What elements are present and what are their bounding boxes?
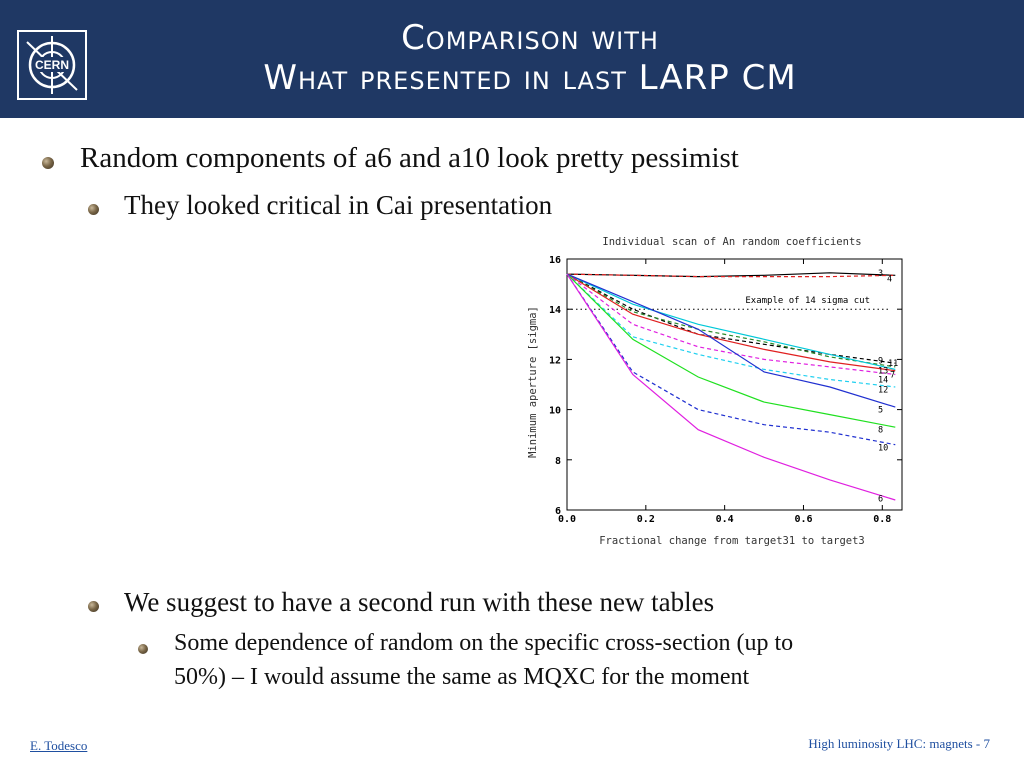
y-tick-label: 12 bbox=[549, 355, 561, 366]
slide-header: CERN Comparison with What presented in l… bbox=[0, 0, 1024, 118]
series-line-6 bbox=[566, 273, 896, 501]
aperture-chart: Individual scan of An random coefficient… bbox=[527, 236, 903, 547]
y-tick-label: 10 bbox=[549, 406, 561, 417]
cern-logo-text: CERN bbox=[35, 58, 69, 72]
series-line-11 bbox=[566, 273, 896, 368]
y-tick-label: 16 bbox=[549, 255, 561, 266]
series-label: 4 bbox=[887, 275, 892, 285]
chart-title: Individual scan of An random coefficient… bbox=[602, 236, 861, 248]
slide-title: Comparison with What presented in last L… bbox=[110, 18, 950, 98]
series-label: 5 bbox=[878, 406, 883, 416]
series-label: 12 bbox=[878, 386, 888, 396]
slide-title-line-2: What presented in last LARP CM bbox=[263, 58, 797, 98]
x-tick-label: 0.6 bbox=[794, 514, 812, 525]
series-label: 9 bbox=[878, 357, 883, 367]
x-tick-label: 0.8 bbox=[873, 514, 891, 525]
x-tick-label: 0.4 bbox=[716, 514, 734, 525]
bullet-text-1: Random components of a6 and a10 look pre… bbox=[80, 142, 739, 174]
slide-title-line-1: Comparison with bbox=[401, 18, 659, 58]
series-label: 7 bbox=[890, 370, 895, 380]
bullet-icon bbox=[138, 644, 148, 654]
cern-logo: CERN bbox=[17, 30, 87, 100]
plot-frame bbox=[566, 258, 903, 511]
series-label: 6 bbox=[878, 495, 883, 505]
y-tick-label: 14 bbox=[549, 305, 561, 316]
series-line-8 bbox=[566, 273, 896, 428]
series-label: 3 bbox=[878, 269, 883, 279]
y-axis-label: Minimum aperture [sigma] bbox=[527, 306, 539, 458]
bullet-text-2: We suggest to have a second run with the… bbox=[124, 587, 715, 617]
chart-annotation: Example of 14 sigma cut bbox=[745, 296, 870, 306]
x-tick-label: 0.0 bbox=[558, 514, 576, 525]
bullet-icon bbox=[88, 204, 99, 215]
y-tick-label: 6 bbox=[555, 506, 561, 517]
y-tick-label: 8 bbox=[555, 456, 561, 467]
series-label: 11 bbox=[888, 359, 898, 369]
footer-author-link[interactable]: E. Todesco bbox=[30, 738, 88, 753]
bullet-text-2-1-line-1: Some dependence of random on the specifi… bbox=[174, 630, 794, 656]
series-line-7 bbox=[566, 273, 896, 370]
series-label: 8 bbox=[878, 426, 883, 436]
bullet-text-1-1: They looked critical in Cai presentation bbox=[124, 190, 553, 220]
bullet-text-2-1-line-2: 50%) – I would assume the same as MQXC f… bbox=[174, 664, 750, 690]
series-line-9 bbox=[566, 273, 896, 364]
x-tick-label: 0.2 bbox=[637, 514, 655, 525]
series-line-10 bbox=[566, 273, 896, 446]
series-line-3 bbox=[566, 272, 896, 278]
series-line-5 bbox=[566, 273, 896, 408]
series-label: 10 bbox=[878, 443, 888, 453]
series-line-13 bbox=[566, 273, 896, 372]
series-line-4 bbox=[566, 273, 896, 278]
bullet-icon bbox=[88, 601, 99, 612]
cern-logo-icon: CERN bbox=[26, 36, 78, 94]
series-line-12 bbox=[566, 273, 896, 388]
series-lines bbox=[566, 272, 896, 501]
bullet-icon bbox=[42, 157, 54, 169]
series-label: 14 bbox=[878, 375, 888, 385]
series-line-14 bbox=[566, 273, 896, 376]
series-label: 13 bbox=[878, 367, 888, 377]
x-axis: 0.0 0.2 0.4 0.6 0.8 bbox=[558, 259, 891, 525]
footer-page-info: High luminosity LHC: magnets - 7 bbox=[808, 736, 990, 751]
x-axis-label: Fractional change from target31 to targe… bbox=[599, 535, 865, 547]
